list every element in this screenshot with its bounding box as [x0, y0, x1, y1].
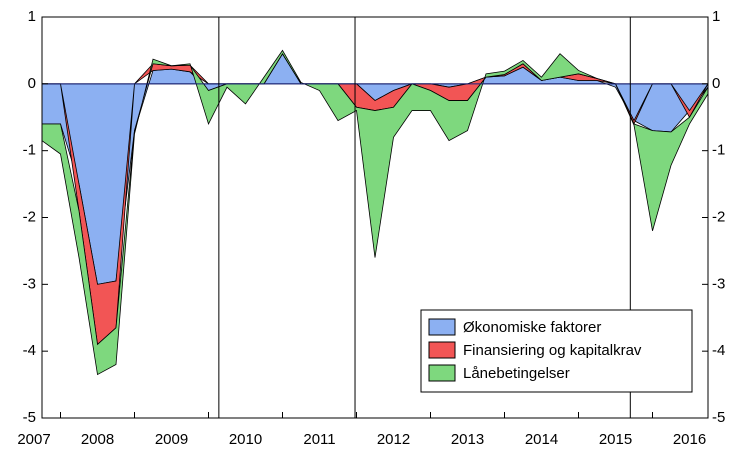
y-tick-label: -2	[23, 208, 36, 225]
x-tick-label: 2014	[525, 431, 558, 448]
x-tick-label: 2013	[451, 431, 484, 448]
x-tick-label: 2009	[155, 431, 188, 448]
legend-label: Økonomiske faktorer	[463, 319, 601, 336]
x-tick-label: 2016	[673, 431, 706, 448]
legend-label: Lånebetingelser	[463, 365, 570, 382]
y-tick-label: -1	[23, 142, 36, 159]
x-tick-label: 2007	[17, 431, 50, 448]
y2-tick-label: 0	[712, 75, 720, 92]
y-tick-label: -3	[23, 275, 36, 292]
y2-tick-label: -3	[712, 275, 725, 292]
legend-label: Finansiering og kapitalkrav	[463, 342, 642, 359]
legend-box	[420, 309, 693, 393]
x-tick-label: 2008	[81, 431, 114, 448]
legend-swatch	[428, 341, 456, 359]
x-tick-label: 2012	[377, 431, 410, 448]
y-tick-label: -4	[23, 342, 36, 359]
y2-tick-label: -4	[712, 342, 725, 359]
x-tick-label: 2010	[229, 431, 262, 448]
y-tick-label: 1	[28, 8, 36, 25]
y2-tick-label: -2	[712, 208, 725, 225]
x-tick-label: 2015	[599, 431, 632, 448]
y2-tick-label: 1	[712, 8, 720, 25]
y2-tick-label: -5	[712, 409, 725, 426]
legend-swatch	[428, 318, 456, 336]
y2-tick-label: -1	[712, 142, 725, 159]
x-tick-label: 2011	[303, 431, 335, 448]
y-tick-label: 0	[28, 75, 36, 92]
y-tick-label: -5	[23, 409, 36, 426]
legend-swatch	[428, 364, 456, 382]
